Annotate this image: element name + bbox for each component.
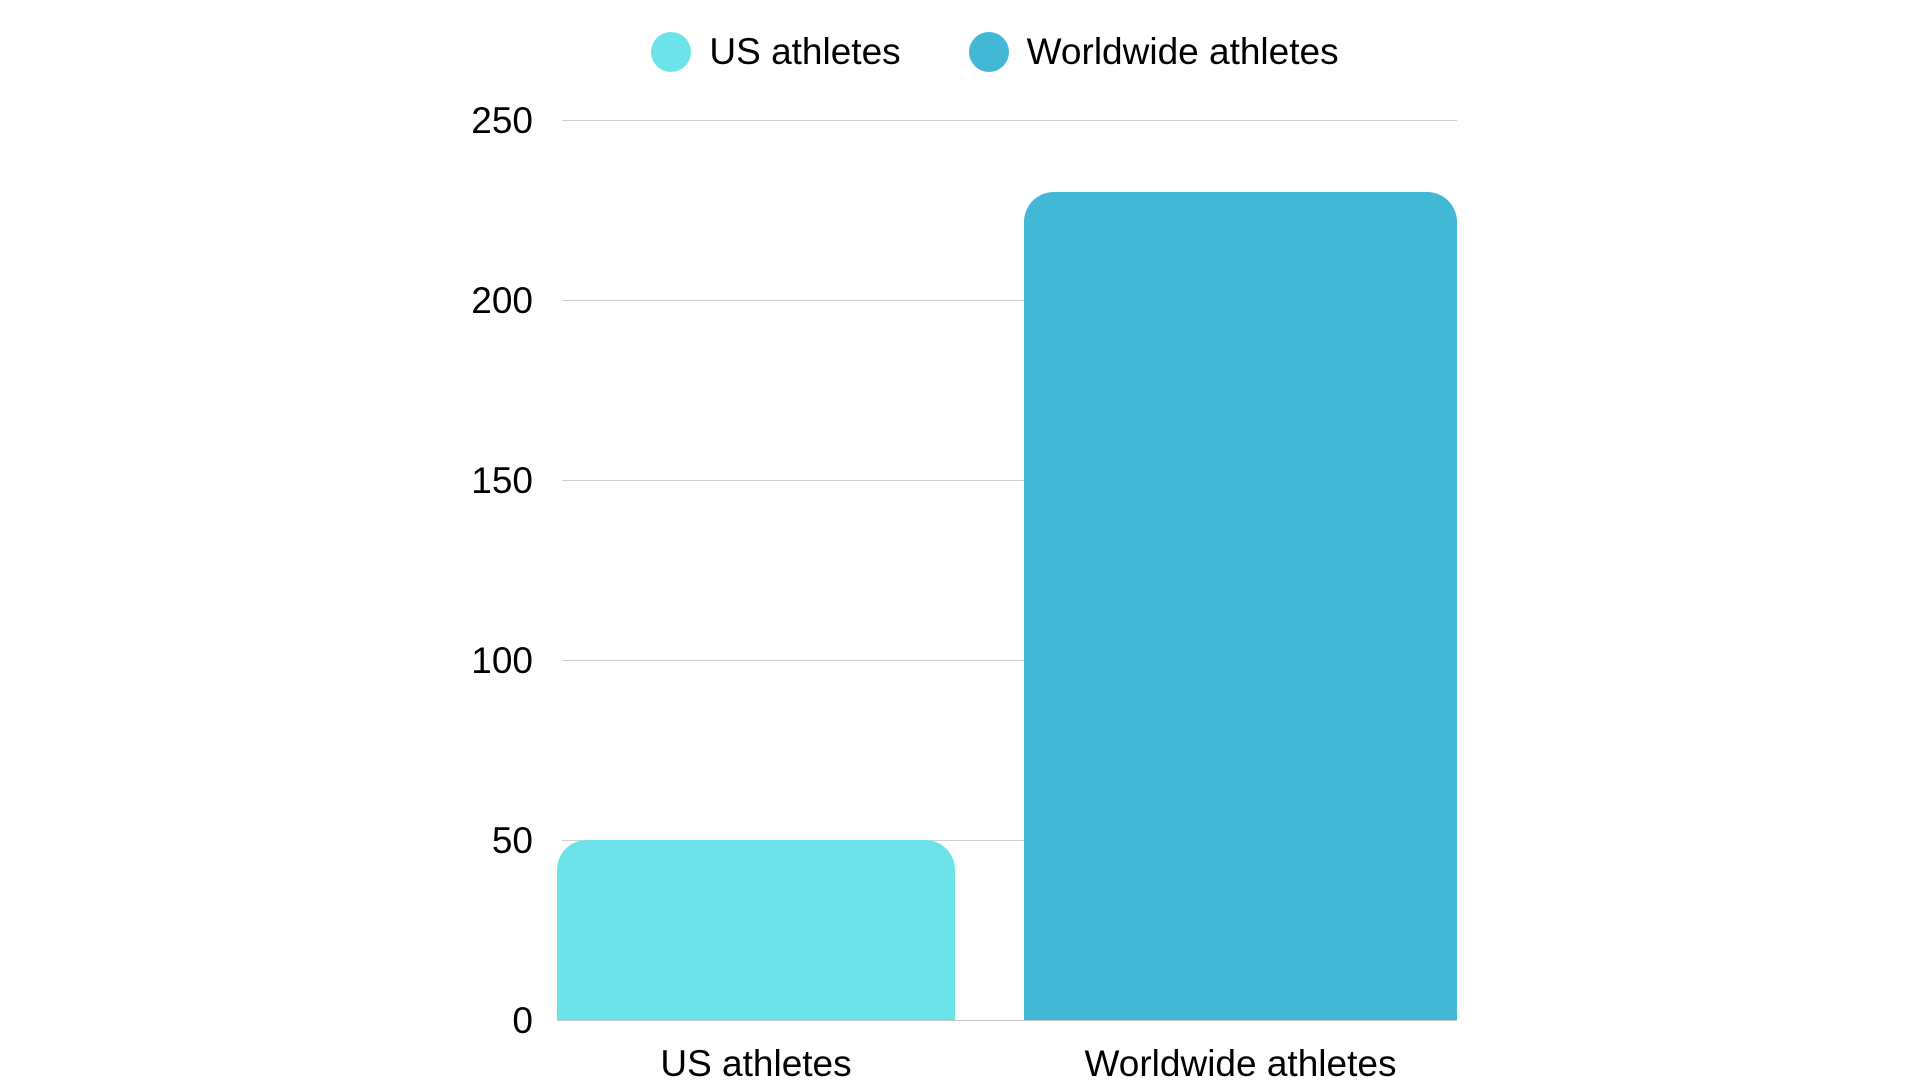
x-tick-label: US athletes — [660, 1043, 852, 1084]
chart-legend: US athletes Worldwide athletes — [0, 30, 1920, 74]
x-tick-label: Worldwide athletes — [1084, 1043, 1397, 1084]
legend-swatch-us-icon — [651, 32, 692, 72]
gridline-150 — [562, 480, 1457, 481]
y-tick-label: 0 — [512, 1000, 533, 1041]
bar-worldwide-athletes[interactable] — [1024, 192, 1457, 1020]
legend-label: US athletes — [709, 31, 901, 72]
gridline-100 — [562, 660, 1457, 661]
legend-item-worldwide-athletes[interactable]: Worldwide athletes — [968, 30, 1339, 74]
x-axis-baseline — [557, 1020, 1457, 1021]
y-tick-label: 150 — [471, 460, 533, 501]
y-tick-label: 250 — [471, 100, 533, 141]
y-tick-label: 100 — [471, 640, 533, 681]
gridline-50 — [562, 840, 1457, 841]
gridline-250 — [562, 120, 1457, 121]
bar-us-athletes[interactable] — [557, 840, 955, 1020]
y-tick-label: 50 — [491, 820, 533, 861]
legend-item-us-athletes[interactable]: US athletes — [651, 30, 901, 74]
legend-swatch-worldwide-icon — [968, 32, 1009, 72]
legend-label: Worldwide athletes — [1026, 31, 1339, 72]
gridline-200 — [562, 300, 1457, 301]
y-tick-label: 200 — [471, 280, 533, 321]
